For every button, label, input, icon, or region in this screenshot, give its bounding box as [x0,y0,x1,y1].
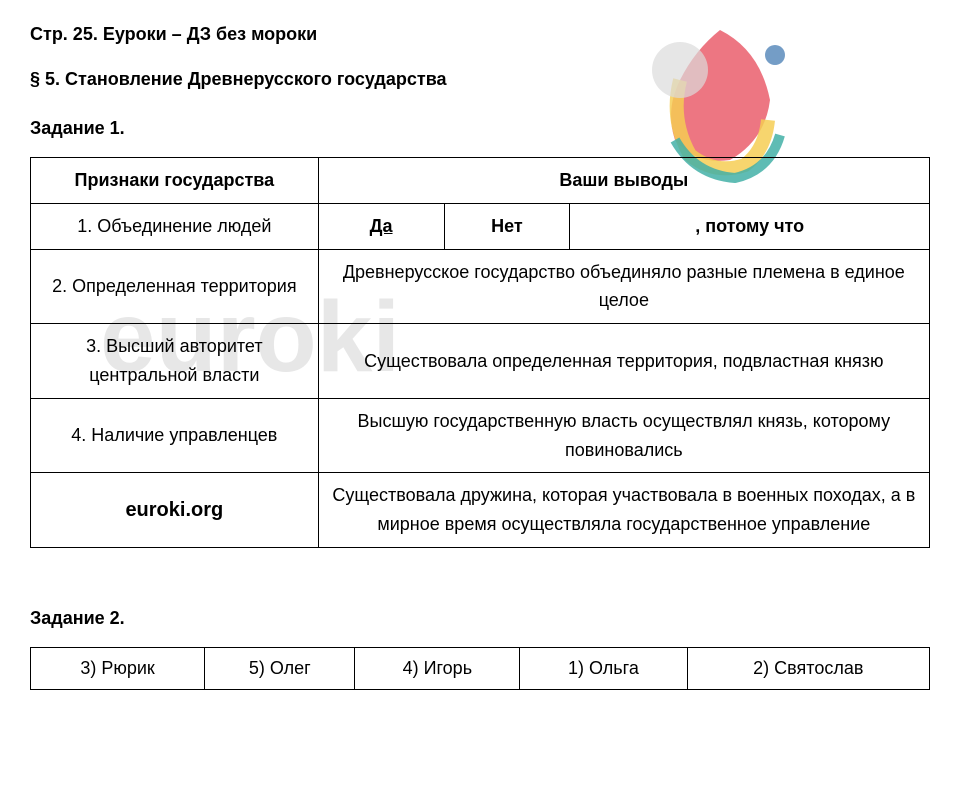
task2-cell-1: 5) Олег [205,647,355,689]
table-row: euroki.org Существовала дружина, которая… [31,473,930,548]
row4-left: 4. Наличие управленцев [31,398,319,473]
table-row: 2. Определенная территория Древнерусское… [31,249,930,324]
row1-net: Нет [444,203,570,249]
table-row: 4. Наличие управленцев Высшую государств… [31,398,930,473]
row1-reason: , потому что [570,203,930,249]
task2-cell-2: 4) Игорь [355,647,520,689]
row1-da: Да [318,203,444,249]
row4-right: Высшую государственную власть осуществля… [318,398,929,473]
row2-right: Древнерусское государство объединяло раз… [318,249,929,324]
row3-left: 3. Высший авторитет центральной власти [31,324,319,399]
section-title: § 5. Становление Древнерусского государс… [30,69,930,90]
task2-cell-3: 1) Ольга [520,647,687,689]
task1-table: Признаки государства Ваши выводы 1. Объе… [30,157,930,548]
page-content: Стр. 25. Еуроки – ДЗ без мороки § 5. Ста… [30,24,930,690]
row2-left: 2. Определенная территория [31,249,319,324]
header-right: Ваши выводы [318,158,929,204]
table-row: 1. Объединение людей Да Нет , потому что [31,203,930,249]
table-row: 3) Рюрик 5) Олег 4) Игорь 1) Ольга 2) Св… [31,647,930,689]
task2-title: Задание 2. [30,608,930,629]
table-row: 3. Высший авторитет центральной власти С… [31,324,930,399]
row3-right: Существовала определенная территория, по… [318,324,929,399]
task1-title: Задание 1. [30,118,930,139]
task2-cell-4: 2) Святослав [687,647,929,689]
row5-right: Существовала дружина, которая участвовал… [318,473,929,548]
task2-table: 3) Рюрик 5) Олег 4) Игорь 1) Ольга 2) Св… [30,647,930,690]
row5-left: euroki.org [31,473,319,548]
page-reference: Стр. 25. Еуроки – ДЗ без мороки [30,24,930,45]
row1-left: 1. Объединение людей [31,203,319,249]
table-header-row: Признаки государства Ваши выводы [31,158,930,204]
task2-cell-0: 3) Рюрик [31,647,205,689]
header-left: Признаки государства [31,158,319,204]
